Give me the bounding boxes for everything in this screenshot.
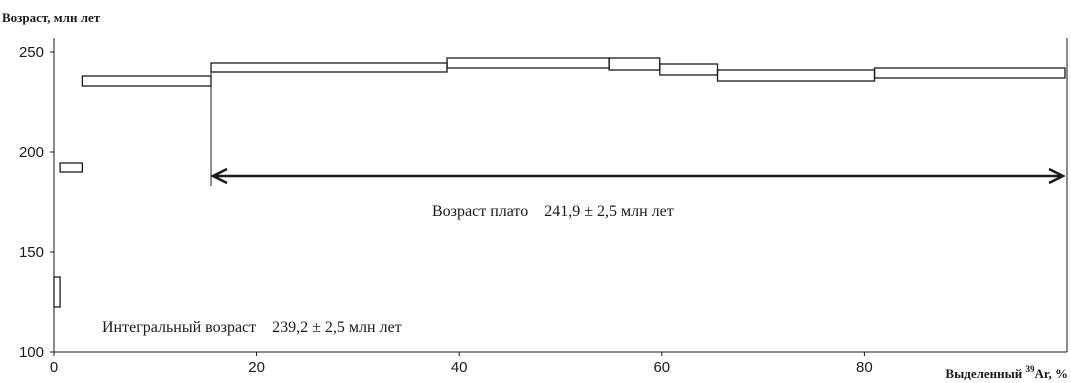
age-step-8	[716, 69, 876, 82]
age-step-9	[873, 67, 1066, 79]
age-step-2	[59, 162, 84, 173]
x-tick-label: 0	[50, 359, 58, 376]
x-axis-title-superscript: 39	[1026, 364, 1036, 374]
y-tick-label: 200	[19, 144, 44, 161]
x-tick-label: 60	[653, 359, 670, 376]
age-step-4	[210, 62, 448, 73]
y-tick-label: 250	[19, 44, 44, 61]
plateau-age-label: Возраст плато 241,9 ± 2,5 млн лет	[432, 203, 674, 220]
y-tick-label: 100	[19, 344, 44, 361]
y-tick-label: 150	[19, 244, 44, 261]
age-step-6	[608, 57, 661, 71]
x-axis-title-suffix: Ar, %	[1035, 366, 1068, 381]
x-tick-label: 40	[451, 359, 468, 376]
plateau-arrow-group	[210, 72, 1066, 186]
age-step-1	[53, 276, 61, 308]
plot-area	[53, 38, 1068, 353]
x-axis-title-prefix: Выделенный	[945, 366, 1025, 381]
plateau-arrowhead-right	[1048, 167, 1066, 185]
x-tick-label: 80	[856, 359, 873, 376]
age-steps	[53, 57, 1066, 308]
x-axis-title: Выделенный 39Ar, %	[945, 364, 1068, 381]
age-step-7	[659, 63, 719, 76]
integral-age-label: Интегральный возраст 239,2 ± 2,5 млн лет	[102, 319, 402, 336]
age-step-5	[446, 57, 610, 69]
axis-ticks: 100 150 200 250 0 20 40 60 80	[19, 44, 873, 376]
plateau-arrowhead-left	[210, 167, 228, 185]
age-step-3	[81, 75, 212, 87]
y-axis-title: Возраст, млн лет	[2, 10, 101, 25]
x-tick-label: 20	[248, 359, 265, 376]
